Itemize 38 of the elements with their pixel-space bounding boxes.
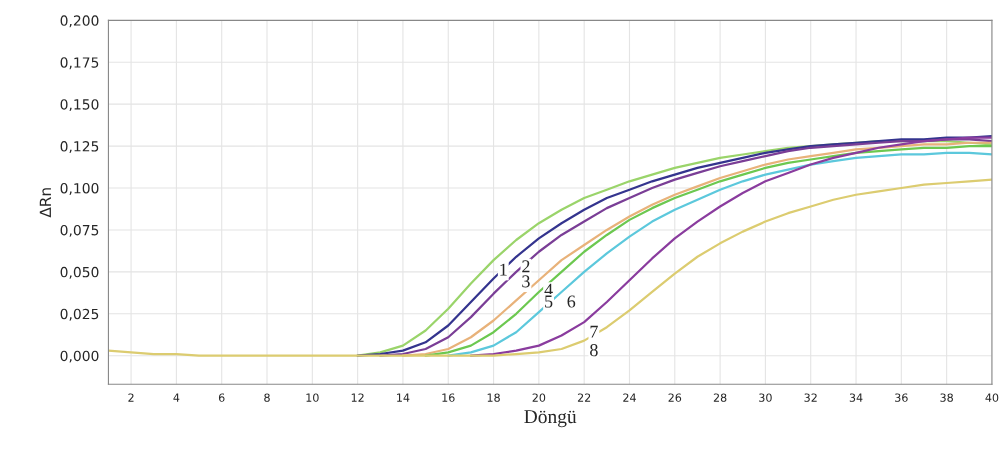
x-tick-label: 28	[713, 393, 727, 402]
x-tick-label: 16	[442, 393, 455, 402]
x-tick-label: 22	[577, 393, 591, 402]
x-tick-label: 38	[940, 393, 953, 402]
y-tick-label: 0,025	[60, 308, 99, 321]
y-tick-label: 0,150	[60, 99, 99, 112]
x-tick-label: 4	[173, 393, 180, 402]
x-axis-title: Döngü	[524, 410, 577, 428]
x-tick-label: 6	[218, 393, 225, 402]
y-tick-label: 0,125	[60, 141, 99, 153]
y-tick-label: 0,175	[60, 57, 99, 70]
annotation: 7	[590, 325, 598, 338]
x-tick-label: 36	[895, 393, 908, 402]
y-tick-label: 0,000	[60, 350, 99, 363]
annotation: 3	[522, 275, 530, 288]
y-axis-title: ΔRn	[39, 188, 51, 218]
annotation: 1	[500, 263, 507, 276]
x-tick-label: 26	[668, 393, 682, 402]
x-tick-label: 34	[849, 393, 863, 402]
x-tick-label: 10	[306, 393, 319, 402]
x-tick-label: 12	[351, 393, 364, 402]
x-tick-label: 14	[397, 393, 410, 402]
x-tick-label: 24	[623, 393, 636, 402]
x-tick-label: 40	[985, 393, 999, 402]
annotation: 6	[567, 295, 576, 308]
x-tick-label: 30	[759, 393, 772, 402]
x-tick-label: 32	[804, 393, 817, 402]
annotation: 8	[590, 344, 598, 357]
x-tick-label: 20	[532, 393, 546, 402]
x-tick-label: 8	[264, 393, 270, 402]
annotation: 2	[522, 260, 530, 273]
x-tick-label: 18	[487, 393, 500, 402]
y-tick-label: 0,200	[60, 15, 99, 28]
y-tick-label: 0,075	[60, 224, 99, 237]
y-tick-label: 0,100	[60, 182, 99, 195]
y-tick-label: 0,050	[60, 266, 99, 279]
annotation: 5	[545, 295, 553, 308]
x-tick-label: 2	[128, 393, 134, 402]
